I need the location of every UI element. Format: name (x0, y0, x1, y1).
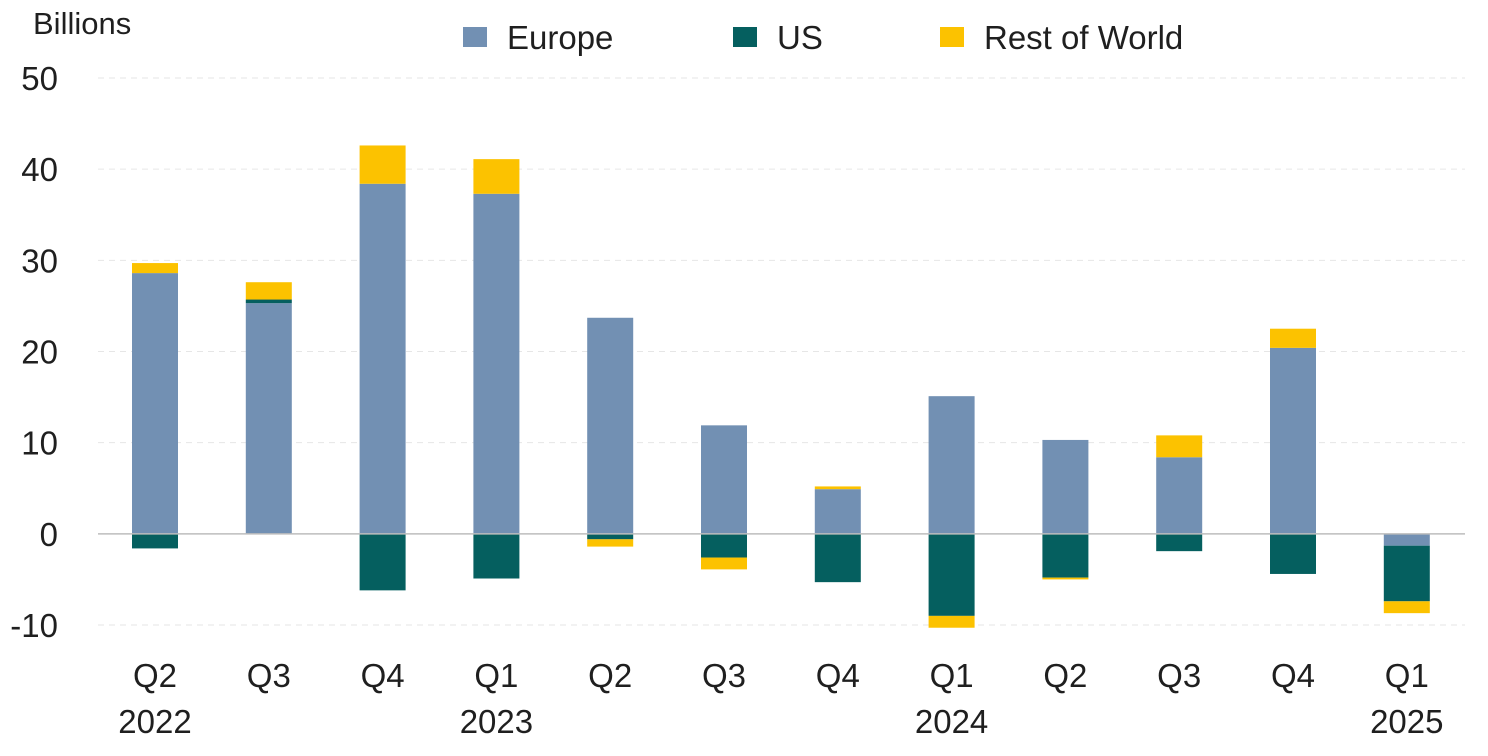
bar-segment-europe (359, 183, 406, 534)
x-tick-label-quarter: Q3 (702, 657, 746, 694)
legend-swatch-europe (463, 27, 487, 47)
x-tick-label-quarter: Q2 (588, 657, 632, 694)
x-tick-label-quarter: Q4 (361, 657, 405, 694)
bar-segment-rest-of-world (245, 282, 292, 300)
bar-segment-europe (1270, 347, 1316, 534)
bar-segment-rest-of-world (132, 263, 178, 274)
bar-segment-rest-of-world (359, 145, 406, 184)
y-axis-unit-label: Billions (33, 6, 131, 41)
bar-segment-europe (473, 193, 520, 534)
y-tick-label: -10 (10, 607, 58, 644)
bar-segment-us (132, 533, 178, 549)
bar-segment-rest-of-world (928, 615, 975, 628)
legend-label: Europe (507, 19, 613, 56)
bar-segment-rest-of-world (1383, 601, 1430, 614)
bar-segment-rest-of-world (814, 486, 861, 490)
bar-segment-rest-of-world (473, 159, 520, 194)
bar-segment-us (587, 533, 634, 540)
bar-segment-europe (132, 273, 178, 534)
bar-segment-rest-of-world (1156, 435, 1203, 458)
x-tick-label-year: 2023 (460, 703, 533, 740)
y-tick-label: 10 (21, 425, 58, 462)
bar-segment-rest-of-world (701, 557, 747, 570)
x-tick-label-quarter: Q4 (1271, 657, 1315, 694)
legend-label: Rest of World (984, 19, 1183, 56)
bar-segment-europe (701, 425, 747, 534)
bar-segment-us (1270, 533, 1316, 574)
x-tick-label-quarter: Q1 (474, 657, 518, 694)
bar-segment-rest-of-world (1042, 577, 1089, 580)
x-axis: Q2 2022 Q3 Q4 Q1 2023 Q2 Q3 Q4 Q1 2024 Q2 Q3 Q4 Q1 2025 (118, 657, 1443, 740)
bar-segment-europe (245, 303, 292, 534)
bar-segment-us (245, 299, 292, 304)
bar-segment-us (359, 533, 406, 591)
x-tick-label-quarter: Q4 (816, 657, 860, 694)
bar-segment-europe (814, 489, 861, 534)
bar-segment-us (928, 533, 975, 616)
x-tick-label-quarter: Q3 (1157, 657, 1201, 694)
x-tick-label-quarter: Q1 (930, 657, 974, 694)
y-tick-label: 50 (21, 60, 58, 97)
legend-swatch-us (733, 27, 757, 47)
legend-swatch-rest-of-world (940, 27, 964, 47)
x-tick-label-quarter: Q2 (1043, 657, 1087, 694)
x-tick-label-quarter: Q3 (247, 657, 291, 694)
y-tick-label: 0 (40, 516, 58, 553)
bar-segment-europe (928, 396, 975, 534)
y-axis: 50 40 30 20 10 0 -10 (10, 60, 58, 644)
bar-segment-us (814, 533, 861, 583)
bar-segment-us (1042, 533, 1089, 578)
bar-segment-europe (587, 317, 634, 534)
legend: Europe US Rest of World (463, 19, 1183, 56)
x-tick-label-year: 2024 (915, 703, 988, 740)
bar-segment-europe (1042, 439, 1089, 534)
bar-segment-europe (1383, 533, 1430, 546)
bar-segment-us (701, 533, 747, 558)
bar-segment-rest-of-world (1270, 328, 1316, 348)
y-tick-label: 40 (21, 151, 58, 188)
x-tick-label-quarter: Q1 (1385, 657, 1429, 694)
y-tick-label: 30 (21, 242, 58, 279)
bar-segment-us (1156, 533, 1203, 552)
bar-segment-us (1383, 545, 1430, 602)
x-tick-label-year: 2025 (1370, 703, 1443, 740)
bars (132, 145, 1430, 628)
gridlines (98, 77, 1465, 626)
x-tick-label-year: 2022 (118, 703, 191, 740)
bar-segment-us (473, 533, 520, 579)
x-tick-label-quarter: Q2 (133, 657, 177, 694)
y-tick-label: 20 (21, 334, 58, 371)
legend-label: US (777, 19, 823, 56)
bar-segment-rest-of-world (587, 539, 634, 547)
bar-segment-europe (1156, 457, 1203, 534)
